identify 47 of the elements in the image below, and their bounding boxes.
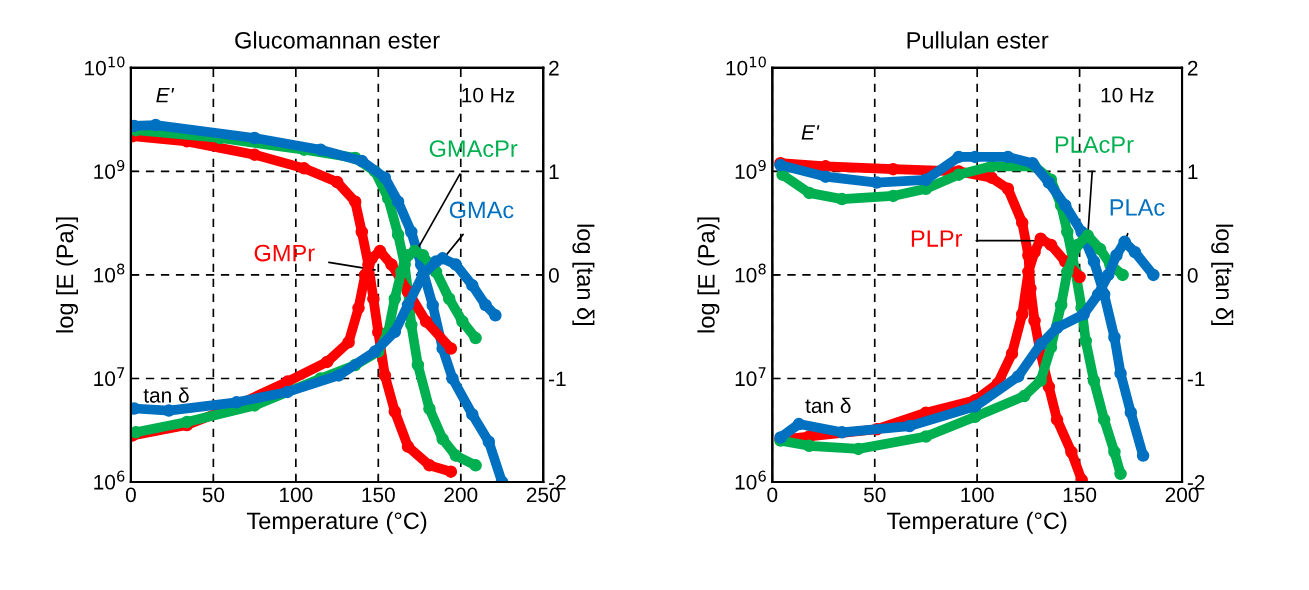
annotation: GMPr bbox=[254, 244, 315, 262]
chart-title: Pullulan ester bbox=[907, 31, 1049, 49]
y2-axis-title: log [tan δ] bbox=[572, 224, 595, 326]
x-tick-label: 100 bbox=[961, 487, 994, 503]
annotation: 10 Hz bbox=[1101, 87, 1154, 103]
x-tick-label: 200 bbox=[444, 487, 478, 503]
annotation: E' bbox=[801, 125, 820, 140]
annotation: GMAcPr bbox=[429, 140, 518, 158]
y2-tick-label: -1 bbox=[1187, 371, 1205, 387]
y2-tick-label: 0 bbox=[1187, 267, 1198, 283]
chart-title: Glucomannan ester bbox=[235, 31, 440, 49]
y2-tick-label: 1 bbox=[549, 164, 559, 179]
y-tick-label: 10$^{8}$ bbox=[94, 263, 125, 283]
x-tick-label: 0 bbox=[767, 487, 778, 503]
x-axis-title: Temperature (°C) bbox=[887, 511, 1067, 534]
y2-tick-label: 2 bbox=[549, 60, 559, 76]
y2-tick-label: 0 bbox=[548, 267, 559, 283]
y2-tick-label: 2 bbox=[1187, 60, 1198, 76]
annotation: GMAc bbox=[449, 201, 514, 219]
x-tick-label: 150 bbox=[1063, 487, 1097, 503]
y-tick-label: 10$^{7}$ bbox=[735, 367, 766, 387]
x-tick-label: 100 bbox=[280, 487, 313, 503]
y-tick-label: 10$^{6}$ bbox=[94, 470, 125, 490]
y-tick-label: 10$^{10}$ bbox=[85, 56, 125, 76]
y-axis-title: log [E (Pa)] bbox=[697, 217, 720, 333]
x-tick-label: 0 bbox=[125, 487, 136, 503]
y-tick-label: 10$^{10}$ bbox=[726, 56, 766, 76]
y-tick-label: 10$^{8}$ bbox=[735, 263, 766, 283]
annotation: E' bbox=[156, 87, 175, 103]
annotation: PLAcPr bbox=[1055, 136, 1134, 153]
y-tick-label: 10$^{9}$ bbox=[94, 159, 125, 179]
y-tick-label: 10$^{6}$ bbox=[735, 470, 766, 490]
y2-tick-label: 1 bbox=[1188, 164, 1198, 179]
x-tick-label: 50 bbox=[863, 487, 886, 503]
y-axis-title: log [E (Pa)] bbox=[55, 217, 78, 333]
y2-axis-title: log [tan δ] bbox=[1211, 224, 1234, 326]
y-tick-label: 10$^{7}$ bbox=[94, 367, 125, 387]
annotation: PLPr bbox=[911, 230, 963, 247]
annotation: tan δ bbox=[805, 397, 851, 414]
annotation: tan δ bbox=[143, 387, 189, 403]
y2-tick-label: -1 bbox=[549, 371, 566, 387]
x-axis-title: Temperature (°C) bbox=[246, 511, 427, 534]
y-tick-label: 10$^{9}$ bbox=[735, 159, 766, 179]
x-tick-label: 50 bbox=[202, 487, 225, 503]
x-tick-label: 150 bbox=[362, 487, 395, 503]
annotation: PLAc bbox=[1110, 199, 1165, 216]
annotation: 10 Hz bbox=[462, 87, 515, 103]
